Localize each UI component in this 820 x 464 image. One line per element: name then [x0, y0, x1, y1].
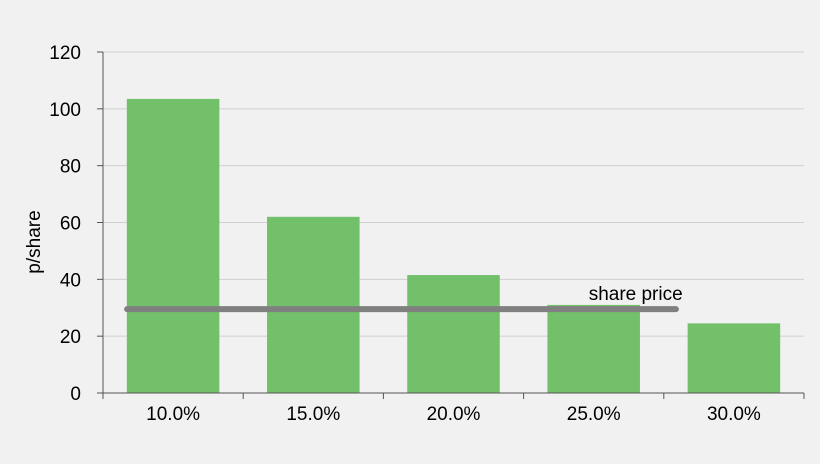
x-tick-label: 10.0% [146, 404, 200, 425]
x-tick-label: 20.0% [427, 404, 481, 425]
y-tick-label: 20 [60, 327, 81, 348]
y-tick-label: 80 [60, 157, 81, 178]
share-price-label: share price [589, 284, 683, 305]
x-tick-label: 30.0% [707, 404, 761, 425]
bar [547, 304, 640, 393]
y-tick-label: 40 [60, 270, 81, 291]
y-axis-title: p/share [24, 210, 45, 273]
y-tick-label: 60 [60, 214, 81, 235]
y-tick-label: 0 [70, 384, 81, 405]
x-tick-label: 15.0% [286, 404, 340, 425]
x-tick-label: 25.0% [567, 404, 621, 425]
y-tick-label: 120 [49, 43, 81, 64]
axes: 0 20 40 60 80 100 120 10.0% 15.0% 20.0% 25.0% 30.0% [49, 43, 805, 425]
bars [126, 98, 781, 393]
bar [126, 98, 220, 393]
bar [687, 323, 781, 393]
y-tick-label: 100 [49, 100, 81, 121]
reference-line-group: share price [124, 284, 683, 313]
bar [267, 216, 360, 393]
bar [407, 275, 500, 393]
gridlines [103, 51, 804, 337]
